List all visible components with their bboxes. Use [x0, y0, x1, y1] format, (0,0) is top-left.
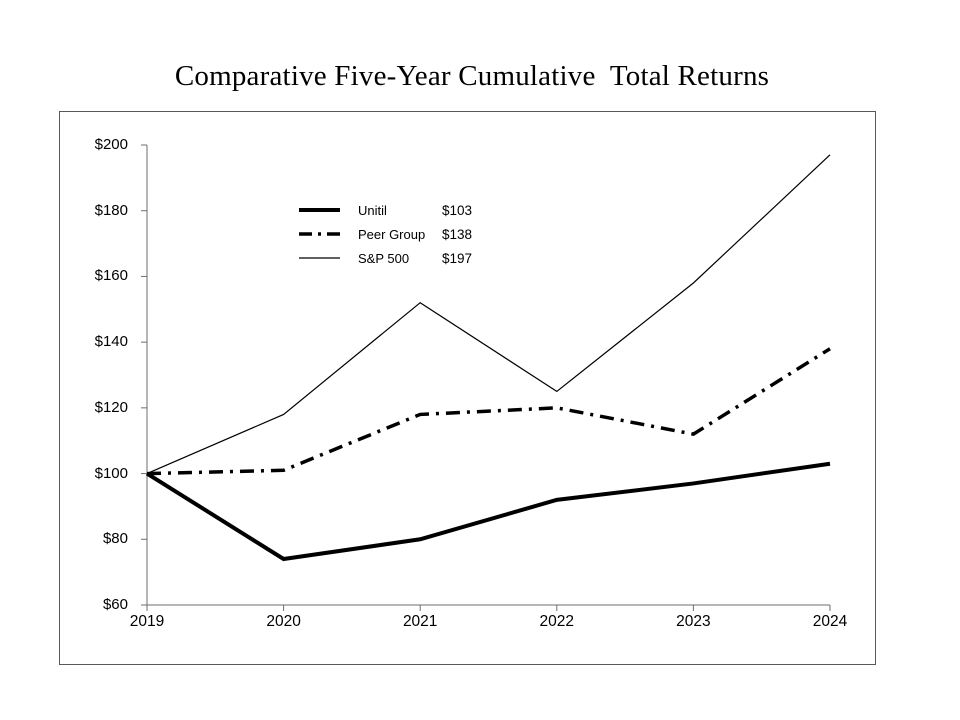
x-tick-label: 2020 [266, 613, 301, 630]
x-tick-label: 2022 [539, 613, 575, 630]
plot-frame [59, 111, 876, 665]
chart-title: Comparative Five-Year Cumulative Total R… [174, 60, 770, 92]
legend-label-sp500: S&P 500 [358, 250, 410, 266]
y-tick-label: $80 [102, 530, 128, 548]
series-lines [145, 154, 831, 562]
legend-value-unitil: $103 [442, 202, 473, 218]
y-tick-label: $180 [94, 201, 128, 219]
series-line-unitil [145, 461, 831, 562]
x-tick-label: 2021 [402, 613, 438, 630]
y-tick-label: $140 [94, 333, 128, 351]
x-tick-label: 2023 [676, 613, 711, 630]
y-tick-label: $120 [94, 398, 128, 416]
y-tick-label: $200 [94, 136, 128, 153]
legend-row-sp500: S&P 500 $197 [298, 246, 472, 270]
x-tick-label: 2024 [812, 613, 848, 630]
x-tick-label: 2019 [129, 613, 165, 630]
legend-label-unitil: Unitil [358, 202, 387, 218]
legend: Unitil $103 Peer Group $138 S&P 500 $197 [298, 198, 472, 270]
y-tick-label: $60 [102, 596, 128, 613]
y-tick-label: $160 [94, 267, 128, 285]
legend-label-peer-group: Peer Group [358, 226, 426, 242]
peer-group-line-sample-icon [299, 232, 340, 236]
axes [141, 144, 831, 611]
legend-row-unitil: Unitil $103 [298, 198, 472, 222]
sp500-line-sample-icon [299, 257, 340, 259]
series-line-peer-group [146, 347, 831, 476]
y-tick-label: $100 [94, 464, 128, 482]
legend-row-peer-group: Peer Group $138 [298, 222, 472, 246]
legend-value-peer-group: $138 [442, 226, 473, 242]
series-line-s-p-500 [146, 154, 831, 475]
legend-value-sp500: $197 [442, 250, 473, 266]
unitil-line-sample-icon [299, 208, 340, 212]
